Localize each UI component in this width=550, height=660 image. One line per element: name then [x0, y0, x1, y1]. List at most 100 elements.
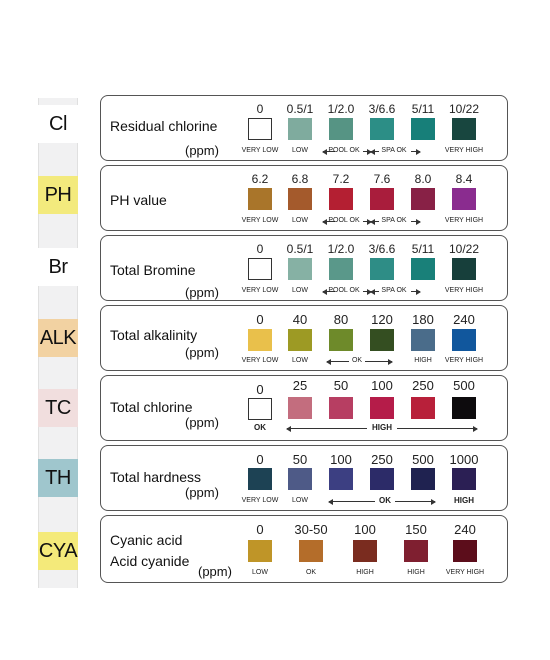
color-swatch	[411, 397, 435, 419]
range-label: VERY HIGH	[444, 287, 484, 294]
value-label: 1/2.0	[327, 102, 355, 116]
color-swatch	[329, 118, 353, 140]
value-label: 80	[333, 312, 349, 327]
value-label: 500	[412, 452, 434, 467]
value-label: 8.4	[455, 172, 473, 186]
color-swatch	[411, 258, 435, 280]
range-arrow	[322, 218, 335, 225]
color-swatch	[248, 468, 272, 490]
value-label: 8.0	[414, 172, 432, 186]
pad-cl: Cl	[38, 105, 78, 143]
range-label: HIGH	[372, 423, 392, 432]
value-label: 250	[412, 378, 434, 393]
value-label: 40	[292, 312, 308, 327]
row-unit: (ppm)	[185, 485, 219, 500]
color-swatch	[288, 397, 312, 419]
value-label: 10/22	[448, 102, 480, 116]
value-label: 1/2.0	[327, 242, 355, 256]
value-label: 500	[453, 378, 475, 393]
range-label: VERY HIGH	[444, 357, 484, 364]
range-label: LOW	[292, 217, 308, 224]
value-label: 0	[256, 522, 264, 537]
value-label: 240	[453, 312, 475, 327]
range-label: VERY HIGH	[445, 569, 485, 576]
pad-th: TH	[38, 459, 78, 497]
range-label: POOL OK	[328, 217, 360, 224]
color-swatch	[452, 468, 476, 490]
range-arrow	[322, 288, 335, 295]
range-label: VERY HIGH	[444, 147, 484, 154]
range-label: VERY LOW	[241, 217, 279, 224]
value-label: 0	[256, 382, 264, 397]
color-swatch	[299, 540, 323, 562]
range-arrow	[286, 425, 367, 432]
total-chlorine-panel: Total chlorine (ppm) 0 25 50 100 250 500…	[100, 375, 508, 441]
range-arrow	[326, 358, 349, 365]
range-label: VERY LOW	[241, 497, 279, 504]
value-label: 240	[454, 522, 476, 537]
range-arrow	[397, 425, 478, 432]
row-name: Total alkalinity	[110, 327, 198, 343]
row-name: Cyanic acid	[110, 532, 183, 548]
range-label: LOW	[292, 357, 308, 364]
range-label: SPA OK	[381, 147, 407, 154]
color-swatch	[404, 540, 428, 562]
color-swatch	[248, 188, 272, 210]
color-swatch	[453, 540, 477, 562]
residual-chlorine-panel: Residual chlorine (ppm) 0 0.5/1 1/2.0 3/…	[100, 95, 508, 161]
color-swatch	[329, 329, 353, 351]
pad-label: TH	[45, 466, 71, 489]
range-label: HIGH	[414, 357, 432, 364]
cyanic-acid-panel: Cyanic acid Acid cyanide (ppm) 0 30-50 1…	[100, 515, 508, 583]
range-arrow	[322, 148, 335, 155]
pad-alk: ALK	[38, 319, 78, 357]
color-swatch	[329, 468, 353, 490]
value-label: 1000	[449, 452, 479, 467]
range-arrow	[370, 148, 379, 155]
value-label: 25	[292, 378, 308, 393]
value-label: 5/11	[411, 102, 435, 116]
value-label: 0.5/1	[286, 102, 314, 116]
color-swatch	[329, 188, 353, 210]
row-name: Total hardness	[110, 469, 202, 485]
range-arrow	[363, 288, 372, 295]
color-swatch	[288, 329, 312, 351]
range-label: LOW	[252, 569, 268, 576]
color-swatch	[452, 329, 476, 351]
pad-label: PH	[44, 183, 72, 206]
value-label: 0	[256, 452, 264, 467]
color-swatch	[370, 468, 394, 490]
value-label: 50	[333, 378, 349, 393]
pad-label: Cl	[49, 112, 67, 135]
color-swatch	[411, 118, 435, 140]
value-label: 3/6.6	[368, 102, 396, 116]
value-label: 0	[256, 242, 264, 256]
value-label: 0	[256, 312, 264, 327]
row-name-alt: Acid cyanide	[110, 553, 190, 569]
value-label: 100	[330, 452, 352, 467]
value-label: 50	[292, 452, 308, 467]
pad-label: ALK	[39, 326, 77, 349]
row-name: Residual chlorine	[110, 118, 218, 134]
range-arrow	[395, 498, 436, 505]
range-arrow	[370, 218, 379, 225]
range-label: VERY HIGH	[444, 217, 484, 224]
color-swatch	[411, 329, 435, 351]
range-label: HIGH	[356, 569, 374, 576]
range-label: VERY LOW	[241, 147, 279, 154]
color-swatch	[248, 540, 272, 562]
value-label: 5/11	[411, 242, 435, 256]
range-arrow	[411, 148, 421, 155]
color-swatch	[370, 329, 394, 351]
range-label: LOW	[292, 497, 308, 504]
range-label: SPA OK	[381, 287, 407, 294]
value-label: 30-50	[294, 522, 328, 537]
row-unit: (ppm)	[185, 143, 219, 158]
value-label: 180	[412, 312, 434, 327]
value-label: 3/6.6	[368, 242, 396, 256]
color-swatch	[288, 258, 312, 280]
value-label: 0	[256, 102, 264, 116]
value-label: 250	[371, 452, 393, 467]
color-swatch	[370, 397, 394, 419]
color-swatch	[452, 118, 476, 140]
